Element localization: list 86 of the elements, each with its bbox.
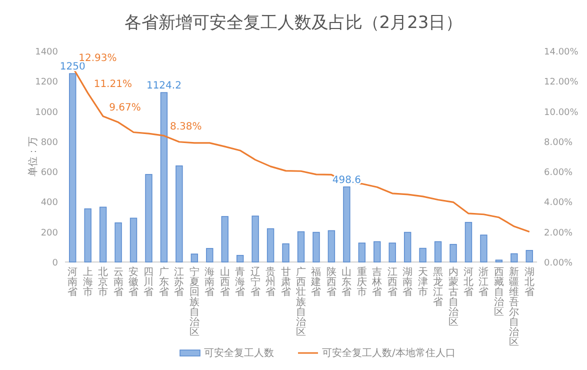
x-tick-label: 重庆市 [356, 266, 367, 298]
bar [236, 254, 244, 262]
bar [176, 165, 183, 262]
x-tick-label: 广西壮族自治区 [295, 266, 306, 338]
bar [145, 174, 152, 262]
x-tick-label: 天津市 [418, 267, 428, 298]
x-tick-label: 甘肃省 [280, 266, 291, 298]
x-tick-label: 北京市 [98, 266, 108, 298]
x-tick-label: 吉林省 [371, 266, 382, 298]
x-tick-label: 安徽省 [128, 266, 139, 298]
x-tick-label: 黑龙江省 [433, 267, 444, 308]
y2-tick-label: 2.00% [544, 228, 574, 238]
bar [343, 186, 350, 262]
x-tick-label: 上海市 [82, 266, 93, 298]
x-tick-label: 海南省 [204, 266, 215, 298]
bar [252, 216, 259, 262]
bar [266, 228, 274, 262]
data-label: 1124.2 [146, 80, 182, 92]
bar [84, 208, 92, 262]
y2-tick-label: 14.00% [544, 48, 579, 58]
x-tick-label: 宁夏回族自治区 [189, 266, 200, 338]
x-tick-label: 山东省 [342, 266, 352, 298]
bar [404, 232, 412, 262]
y2-tick-label: 8.00% [544, 138, 574, 148]
x-tick-label: 河南省 [68, 266, 78, 298]
x-tick-label: 云南省 [113, 267, 124, 298]
x-tick-label: 湖南省 [402, 266, 413, 298]
x-tick-label: 内蒙古自治区 [448, 266, 458, 328]
bar [206, 248, 214, 262]
y-tick-label: 200 [40, 228, 58, 238]
x-tick-label: 青海省 [235, 266, 246, 298]
y2-tick-label: 6.00% [544, 168, 574, 178]
bar [464, 222, 472, 262]
x-tick-label: 新疆维吾尔自治区 [509, 266, 520, 348]
x-tick-label: 浙江省 [478, 266, 489, 298]
x-tick-label: 山西省 [220, 266, 230, 298]
bar [358, 242, 366, 262]
x-tick-label: 贵州省 [266, 266, 276, 298]
bar [480, 234, 488, 262]
bar [510, 253, 518, 262]
bar [69, 73, 76, 262]
y-tick-label: 600 [40, 168, 58, 178]
y-tick-label: 1000 [35, 108, 58, 118]
bar [221, 216, 228, 262]
bar [297, 231, 305, 262]
x-tick-label: 四川省 [144, 267, 154, 298]
x-tick-label: 辽宁省 [250, 266, 260, 298]
x-tick-label: 广东省 [158, 266, 169, 298]
y-axis-title: 单位：万 [27, 136, 39, 176]
y2-tick-label: 12.00% [544, 78, 579, 88]
y2-tick-label: 10.00% [544, 108, 579, 118]
bar [419, 248, 426, 262]
x-tick-label: 江苏省 [174, 266, 184, 298]
bar [130, 218, 138, 262]
data-label: 11.21% [94, 79, 132, 90]
bar [328, 230, 336, 262]
bar [374, 241, 381, 262]
bar [434, 241, 442, 262]
chart-title: 各省新增可安全复工人数及占比（2月23日） [124, 13, 463, 33]
x-tick-label: 福建省 [310, 266, 322, 298]
legend-label: 可安全复工人数/本地常住人口 [322, 347, 456, 359]
y-tick-label: 400 [40, 198, 58, 208]
legend-label: 可安全复工人数 [204, 347, 274, 359]
y2-tick-label: 0.00% [544, 258, 574, 268]
y-tick-label: 800 [40, 138, 58, 148]
x-tick-label: 西藏自治区 [494, 267, 504, 318]
bar [526, 250, 533, 262]
bar [388, 242, 396, 262]
bar [99, 206, 107, 262]
y-tick-label: 1400 [35, 48, 58, 58]
bar [282, 243, 290, 262]
x-tick-label: 河北省 [463, 266, 474, 298]
bar [114, 222, 122, 262]
x-tick-label: 陕西省 [326, 266, 336, 298]
y2-tick-label: 4.00% [544, 198, 574, 208]
data-label: 9.67% [109, 102, 141, 114]
bar [312, 232, 320, 262]
data-label: 8.38% [170, 122, 202, 133]
x-tick-label: 湖北省 [524, 266, 534, 298]
bar [190, 254, 198, 262]
y-tick-label: 1200 [35, 78, 58, 88]
y-tick-label: 0 [52, 258, 58, 268]
bar [160, 92, 168, 262]
x-tick-label: 江西省 [387, 266, 398, 298]
data-label: 1250 [60, 62, 86, 73]
bar [450, 244, 457, 262]
